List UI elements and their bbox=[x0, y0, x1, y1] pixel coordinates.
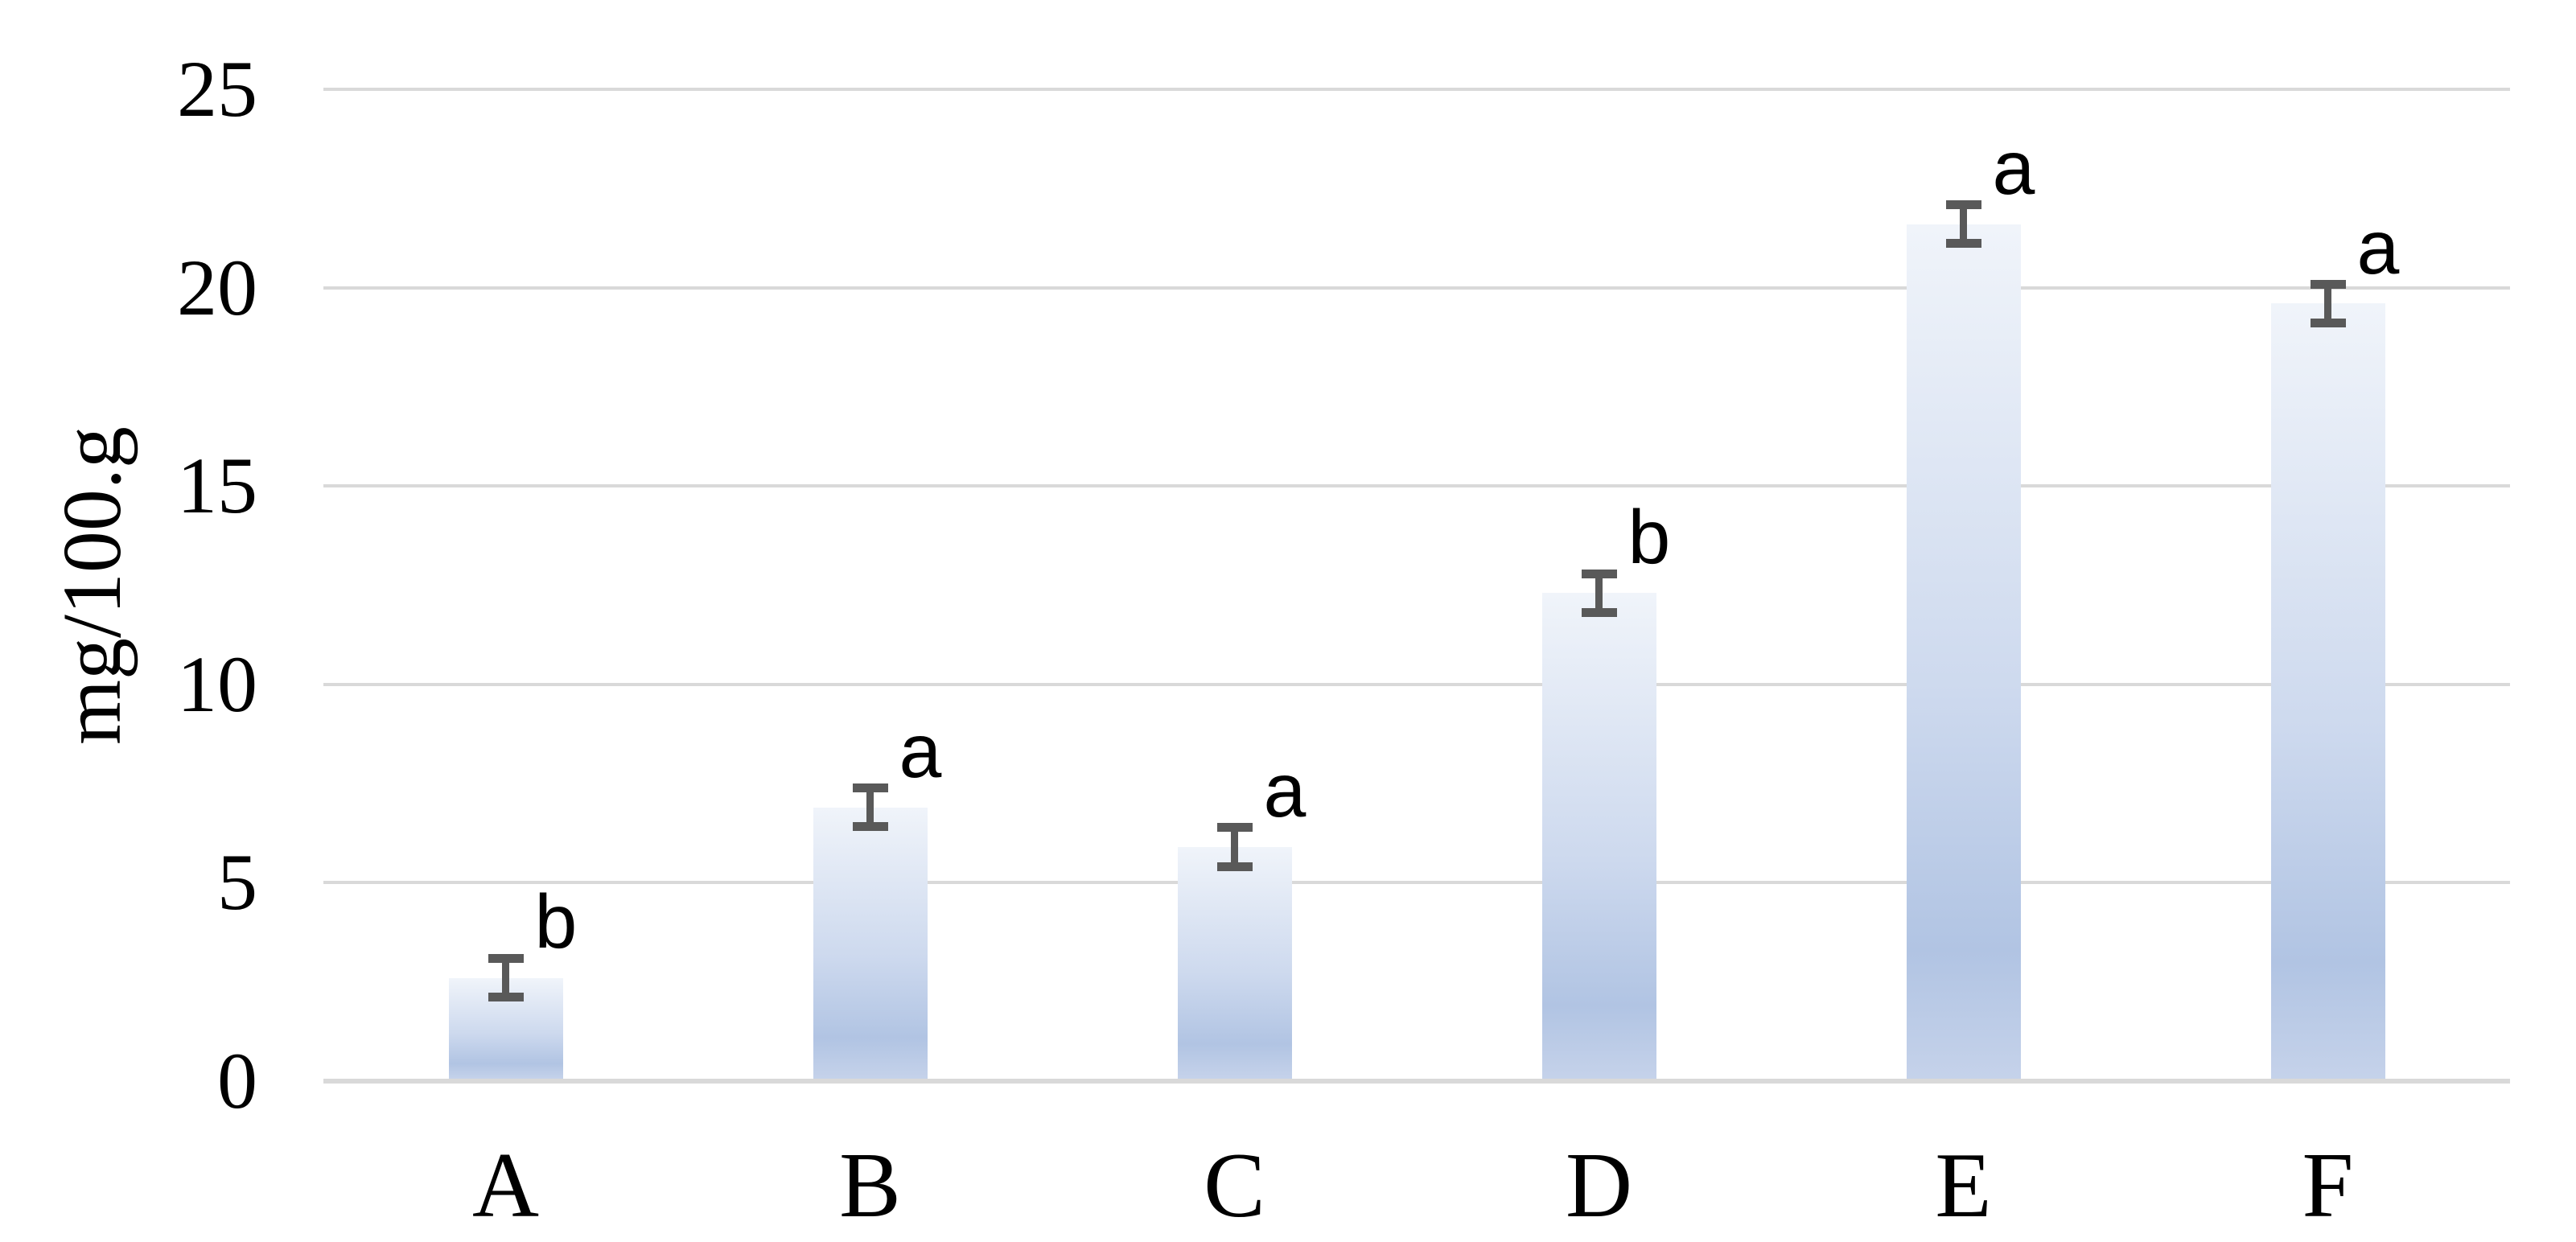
error-bar-top-cap bbox=[1216, 823, 1253, 833]
x-category-label: E bbox=[1935, 1134, 1992, 1236]
error-bar-bottom-cap bbox=[852, 822, 888, 832]
significance-letter: a bbox=[899, 709, 942, 795]
bar-C bbox=[1177, 847, 1292, 1079]
significance-letter: a bbox=[2356, 204, 2400, 290]
error-bar-top-cap bbox=[1581, 569, 1617, 578]
y-axis-title: mg/100.g bbox=[46, 426, 138, 745]
bar-D bbox=[1541, 593, 1656, 1079]
bar-E bbox=[1906, 224, 2021, 1079]
error-bar-bottom-cap bbox=[1581, 608, 1617, 618]
gridline bbox=[323, 682, 2510, 686]
error-bar bbox=[1231, 827, 1238, 867]
x-category-label: A bbox=[471, 1134, 540, 1236]
x-category-label: C bbox=[1204, 1134, 1265, 1236]
error-bar bbox=[866, 788, 874, 828]
bar-F bbox=[2270, 303, 2385, 1079]
y-tick-label: 5 bbox=[217, 837, 257, 927]
gridline bbox=[323, 88, 2510, 91]
error-bar bbox=[1595, 573, 1603, 614]
significance-letter: b bbox=[534, 879, 578, 965]
y-tick-label: 20 bbox=[177, 242, 257, 332]
significance-letter: b bbox=[1627, 494, 1671, 580]
x-category-label: B bbox=[839, 1134, 901, 1236]
gridline bbox=[323, 484, 2510, 488]
error-bar bbox=[502, 958, 509, 998]
error-bar bbox=[1960, 204, 1967, 245]
y-tick-label: 10 bbox=[177, 639, 257, 729]
y-tick-label: 25 bbox=[177, 44, 257, 134]
error-bar-top-cap bbox=[852, 783, 888, 793]
gridline bbox=[323, 286, 2510, 290]
y-tick-label: 0 bbox=[217, 1036, 257, 1125]
gridline bbox=[323, 881, 2510, 885]
error-bar-top-cap bbox=[2310, 279, 2346, 289]
x-axis-line bbox=[323, 1079, 2510, 1084]
y-tick-label: 15 bbox=[177, 441, 257, 531]
error-bar-bottom-cap bbox=[488, 993, 524, 1002]
error-bar bbox=[2324, 283, 2331, 323]
error-bar-bottom-cap bbox=[2310, 318, 2346, 327]
bar-B bbox=[813, 807, 928, 1079]
error-bar-top-cap bbox=[488, 954, 524, 964]
error-bar-top-cap bbox=[1945, 200, 1981, 210]
error-bar-bottom-cap bbox=[1216, 862, 1253, 871]
error-bar-bottom-cap bbox=[1945, 239, 1981, 249]
significance-letter: a bbox=[1992, 125, 2035, 212]
x-category-label: F bbox=[2302, 1134, 2354, 1236]
significance-letter: a bbox=[1263, 748, 1307, 834]
x-category-label: D bbox=[1565, 1134, 1633, 1236]
